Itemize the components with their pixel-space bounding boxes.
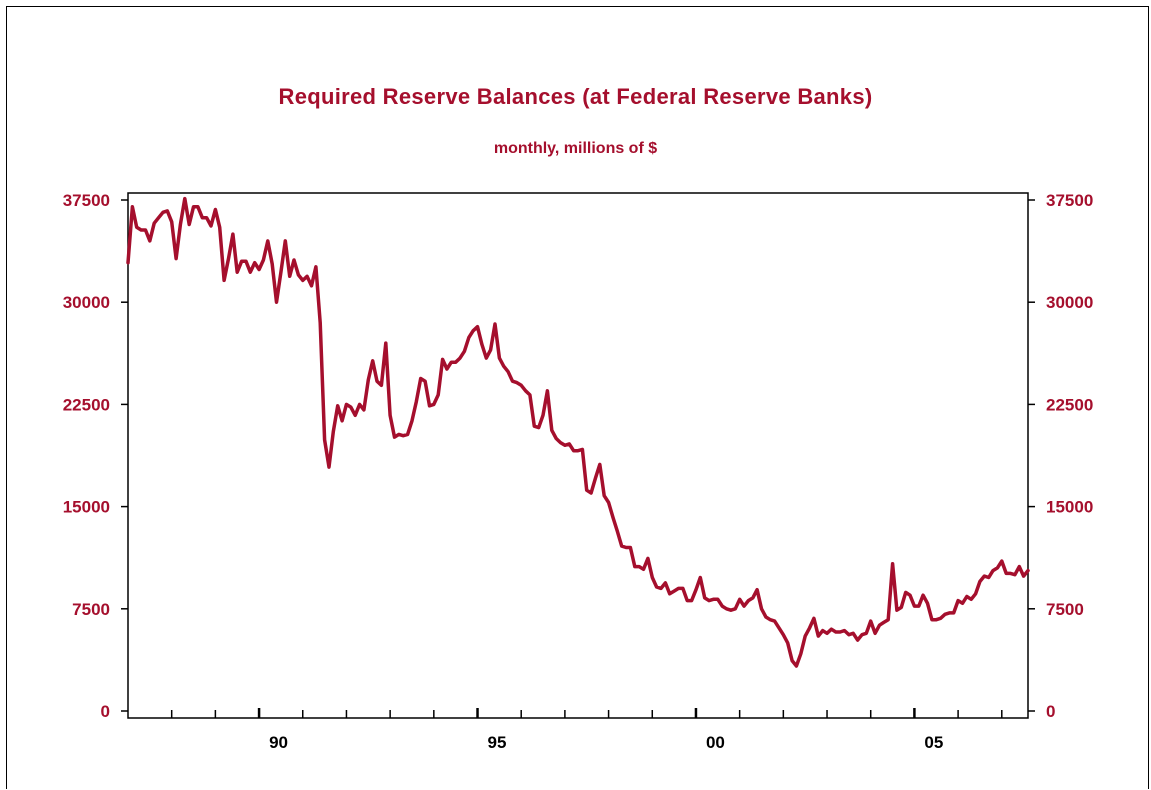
x-tick-label: 05 xyxy=(924,733,943,752)
y-tick-label-right: 0 xyxy=(1046,702,1055,721)
chart-title: Required Reserve Balances (at Federal Re… xyxy=(278,84,873,109)
y-tick-label-left: 15000 xyxy=(63,498,110,517)
y-tick-label-left: 37500 xyxy=(63,191,110,210)
y-tick-label-right: 7500 xyxy=(1046,600,1084,619)
series-group xyxy=(126,196,1030,668)
y-axis-left: 0 7500 15000 22500 30000 37500 xyxy=(63,191,128,721)
y-tick-label-right: 15000 xyxy=(1046,498,1093,517)
chart-subtitle: monthly, millions of $ xyxy=(493,140,658,157)
y-tick-label-right: 30000 xyxy=(1046,293,1093,312)
x-tick-label: 00 xyxy=(706,733,725,752)
x-axis: 90 95 00 05 xyxy=(170,708,1003,752)
series-line xyxy=(126,196,1030,668)
y-tick-label-right: 37500 xyxy=(1046,191,1093,210)
y-tick-label-left: 7500 xyxy=(72,600,110,619)
y-tick-label-right: 22500 xyxy=(1046,395,1093,414)
x-tick-label: 90 xyxy=(269,733,288,752)
y-axis-right: 0 7500 15000 22500 30000 37500 xyxy=(1028,191,1093,721)
plot-area xyxy=(127,192,1029,719)
chart-frame xyxy=(6,6,1149,789)
y-tick-label-left: 0 xyxy=(101,702,110,721)
y-tick-label-left: 30000 xyxy=(63,293,110,312)
x-tick-label: 95 xyxy=(488,733,507,752)
y-tick-label-left: 22500 xyxy=(63,395,110,414)
